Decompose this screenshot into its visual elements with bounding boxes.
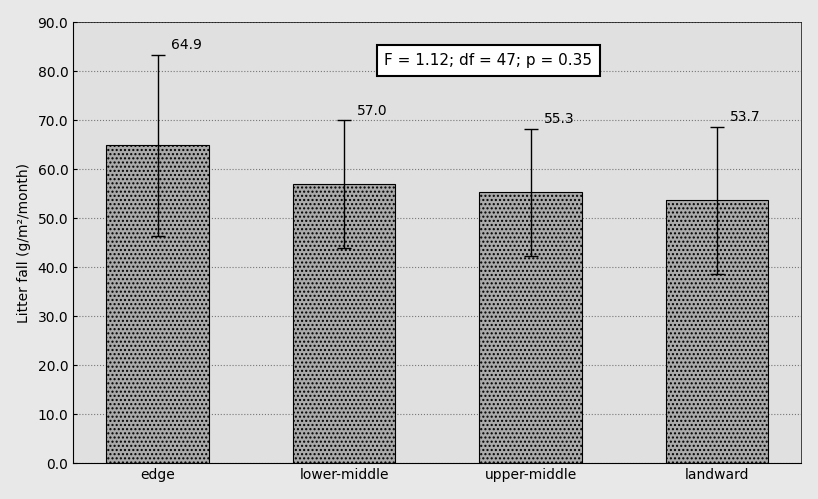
Bar	[479, 192, 582, 464]
Text: 53.7: 53.7	[730, 110, 761, 124]
Bar	[293, 184, 395, 464]
Bar	[666, 200, 768, 464]
Text: 64.9: 64.9	[171, 38, 201, 52]
Bar	[106, 145, 209, 464]
Text: F = 1.12; df = 47; p = 0.35: F = 1.12; df = 47; p = 0.35	[384, 53, 592, 68]
Text: 57.0: 57.0	[357, 104, 388, 118]
Text: 55.3: 55.3	[543, 112, 574, 126]
Y-axis label: Litter fall (g/m²/month): Litter fall (g/m²/month)	[16, 163, 30, 323]
